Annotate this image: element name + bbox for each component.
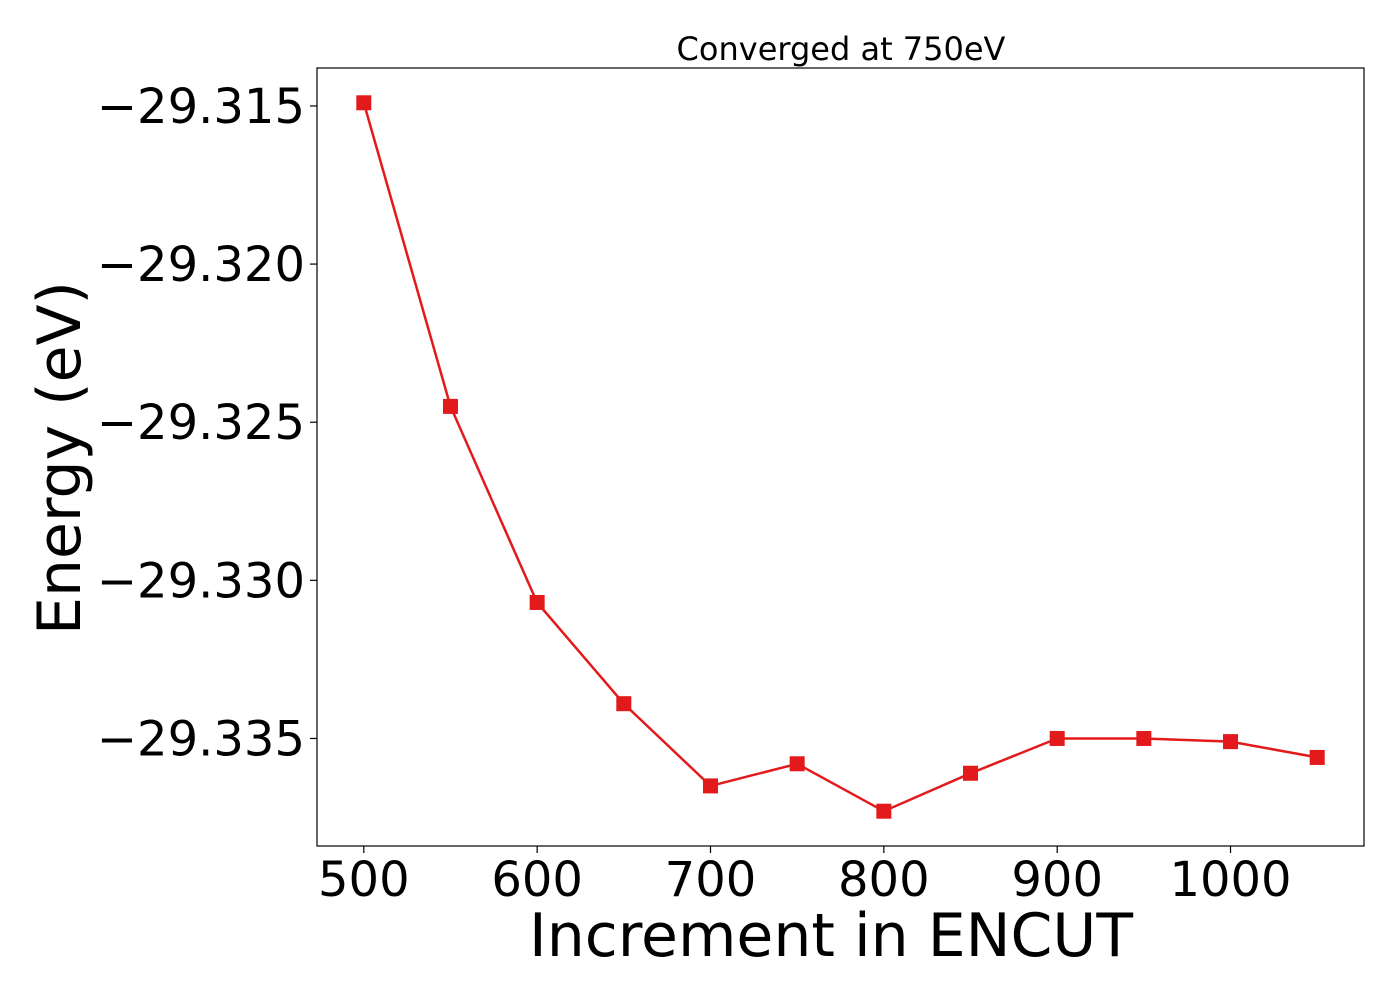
- data-point-marker: [876, 803, 892, 819]
- y-axis-label: Energy (eV): [25, 281, 95, 635]
- data-point-marker: [529, 594, 545, 610]
- data-point-marker: [789, 756, 805, 772]
- energy-series-line: [362, 102, 1318, 813]
- x-tick-label: 900: [1011, 852, 1103, 908]
- chart-title: Converged at 750eV: [677, 30, 1006, 68]
- data-point-marker: [702, 778, 718, 794]
- y-tick-label: −29.330: [97, 553, 305, 609]
- data-point-marker: [1136, 730, 1152, 746]
- data-point-marker: [1049, 730, 1065, 746]
- y-tick-label: −29.315: [97, 79, 305, 135]
- y-tick-label: −29.335: [97, 711, 305, 767]
- x-tick-label: 700: [665, 852, 757, 908]
- data-point-marker: [1223, 734, 1239, 750]
- data-point-marker: [356, 95, 372, 111]
- y-tick-label: −29.320: [97, 237, 305, 293]
- x-axis-label: Increment in ENCUT: [529, 901, 1133, 971]
- y-tick-label: −29.325: [97, 395, 305, 451]
- x-tick-label: 500: [318, 852, 410, 908]
- data-point-marker: [616, 696, 632, 712]
- x-tick-label: 1000: [1169, 852, 1291, 908]
- data-point-marker: [1309, 749, 1325, 765]
- x-tick-label: 800: [838, 852, 930, 908]
- data-point-marker: [963, 765, 979, 781]
- plot-area-frame: [316, 67, 1365, 847]
- x-tick-label: 600: [491, 852, 583, 908]
- data-point-marker: [442, 398, 458, 414]
